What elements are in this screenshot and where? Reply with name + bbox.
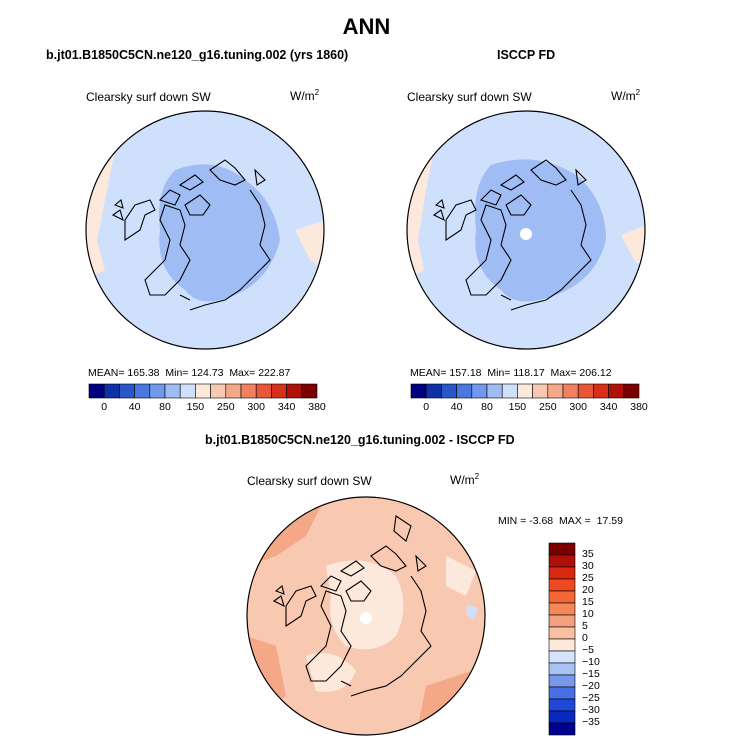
colorbar-swatch bbox=[164, 383, 181, 399]
colorbar-swatch bbox=[548, 662, 576, 676]
colorbar-swatch bbox=[88, 383, 105, 399]
colorbar-obs bbox=[410, 383, 640, 399]
units-label-model: W/m2 bbox=[290, 88, 320, 103]
colorbar-swatch bbox=[425, 383, 442, 399]
colorbar-tick-label: 340 bbox=[277, 401, 296, 413]
colorbar-swatch bbox=[195, 383, 211, 399]
colorbar-tick-label: 40 bbox=[128, 401, 141, 413]
colorbar-ticks-model: 0 40 80 150 250 300 340 380 bbox=[89, 401, 326, 415]
colorbar-swatch bbox=[271, 383, 287, 399]
colorbar-tick-label: 80 bbox=[481, 401, 493, 413]
colorbar-tick-label: −25 bbox=[582, 692, 600, 704]
diff-min-max: MIN = -3.68 MAX = 17.59 bbox=[498, 515, 623, 527]
colorbar-tick-label: 380 bbox=[630, 401, 648, 413]
colorbar-diff bbox=[548, 542, 576, 736]
colorbar-swatch bbox=[286, 383, 303, 399]
colorbar-tick-label: 0 bbox=[423, 401, 430, 413]
colorbar-ticks-obs: 0 40 80 150 250 300 340 380 bbox=[411, 401, 648, 415]
colorbar-tick-label: −30 bbox=[582, 704, 600, 716]
colorbar-swatch bbox=[486, 383, 503, 399]
colorbar-tick-label: −15 bbox=[582, 668, 600, 680]
colorbar-swatch bbox=[577, 383, 594, 399]
colorbar-tick-label: 150 bbox=[508, 401, 527, 413]
colorbar-tick-label: 250 bbox=[539, 401, 557, 413]
colorbar-tick-label: 250 bbox=[217, 401, 235, 413]
colorbar-swatch bbox=[240, 383, 257, 399]
colorbar-tick-label: 150 bbox=[186, 401, 205, 413]
colorbar-swatch bbox=[548, 698, 576, 712]
colorbar-swatch bbox=[548, 590, 576, 604]
colorbar-tick-label: 80 bbox=[159, 401, 171, 413]
colorbar-tick-label: 40 bbox=[450, 401, 463, 413]
colorbar-swatch bbox=[548, 614, 576, 628]
polar-map-diff bbox=[246, 496, 486, 736]
colorbar-swatch bbox=[225, 383, 242, 399]
colorbar-swatch bbox=[547, 383, 564, 399]
colorbar-tick-label: 380 bbox=[308, 401, 326, 413]
colorbar-swatch bbox=[593, 383, 609, 399]
panel-title-obs: ISCCP FD bbox=[497, 48, 556, 62]
colorbar-swatch bbox=[623, 383, 640, 399]
colorbar-swatch bbox=[134, 383, 151, 399]
colorbar-tick-label: 20 bbox=[582, 584, 594, 596]
colorbar-tick-label: 340 bbox=[599, 401, 618, 413]
colorbar-tick-label: 35 bbox=[582, 548, 594, 560]
variable-label-diff: Clearsky surf down SW bbox=[247, 474, 372, 488]
polar-map-model bbox=[85, 110, 325, 350]
colorbar-swatch bbox=[548, 722, 576, 736]
variable-label-model: Clearsky surf down SW bbox=[86, 90, 211, 104]
colorbar-swatch bbox=[548, 686, 576, 700]
colorbar-swatch bbox=[548, 602, 576, 616]
diff-title: b.jt01.B1850C5CN.ne120_g16.tuning.002 - … bbox=[205, 433, 515, 447]
colorbar-swatch bbox=[103, 383, 120, 399]
colorbar-tick-label: 300 bbox=[569, 401, 587, 413]
colorbar-tick-label: 0 bbox=[582, 632, 588, 644]
colorbar-tick-label: 0 bbox=[101, 401, 108, 413]
units-label-diff: W/m2 bbox=[450, 472, 480, 487]
colorbar-swatch bbox=[548, 626, 576, 640]
colorbar-model bbox=[88, 383, 318, 399]
colorbar-swatch bbox=[548, 650, 576, 664]
colorbar-swatch bbox=[608, 383, 625, 399]
variable-label-obs: Clearsky surf down SW bbox=[407, 90, 532, 104]
stats-obs: MEAN= 157.18 Min= 118.17 Max= 206.12 bbox=[410, 367, 612, 379]
units-label-obs: W/m2 bbox=[611, 88, 641, 103]
colorbar-swatch bbox=[548, 566, 576, 580]
stats-model: MEAN= 165.38 Min= 124.73 Max= 222.87 bbox=[88, 367, 291, 379]
colorbar-swatch bbox=[410, 383, 427, 399]
colorbar-tick-label: 5 bbox=[582, 620, 588, 632]
colorbar-swatch bbox=[210, 383, 227, 399]
colorbar-swatch bbox=[562, 383, 579, 399]
colorbar-swatch bbox=[255, 383, 272, 399]
colorbar-swatch bbox=[441, 383, 457, 399]
colorbar-tick-label: −20 bbox=[582, 680, 600, 692]
colorbar-tick-label: −5 bbox=[582, 644, 594, 656]
colorbar-swatch bbox=[548, 674, 576, 688]
colorbar-tick-label: 25 bbox=[582, 572, 594, 584]
colorbar-tick-label: 15 bbox=[582, 596, 594, 608]
colorbar-tick-label: −35 bbox=[582, 716, 600, 728]
colorbar-swatch bbox=[548, 554, 576, 568]
colorbar-swatch bbox=[301, 383, 318, 399]
colorbar-swatch bbox=[456, 383, 473, 399]
colorbar-swatch bbox=[471, 383, 488, 399]
colorbar-swatch bbox=[548, 710, 576, 724]
polar-map-obs bbox=[406, 110, 646, 350]
panel-title-model: b.jt01.B1850C5CN.ne120_g16.tuning.002 (y… bbox=[46, 48, 349, 62]
colorbar-swatch bbox=[119, 383, 135, 399]
colorbar-swatch bbox=[548, 638, 576, 652]
colorbar-swatch bbox=[149, 383, 166, 399]
colorbar-tick-label: 300 bbox=[247, 401, 265, 413]
colorbar-swatch bbox=[548, 542, 576, 556]
colorbar-swatch bbox=[517, 383, 533, 399]
colorbar-swatch bbox=[179, 383, 196, 399]
colorbar-ticks-diff: 35 30 25 20 15 10 5 0 −5 −10 −15 −20 −25 −30 −35 bbox=[582, 543, 622, 735]
main-title: ANN bbox=[342, 14, 391, 39]
colorbar-tick-label: 30 bbox=[582, 560, 594, 572]
colorbar-swatch bbox=[532, 383, 549, 399]
colorbar-tick-label: −10 bbox=[582, 656, 600, 668]
colorbar-swatch bbox=[501, 383, 518, 399]
colorbar-swatch bbox=[548, 578, 576, 592]
colorbar-tick-label: 10 bbox=[582, 608, 594, 620]
